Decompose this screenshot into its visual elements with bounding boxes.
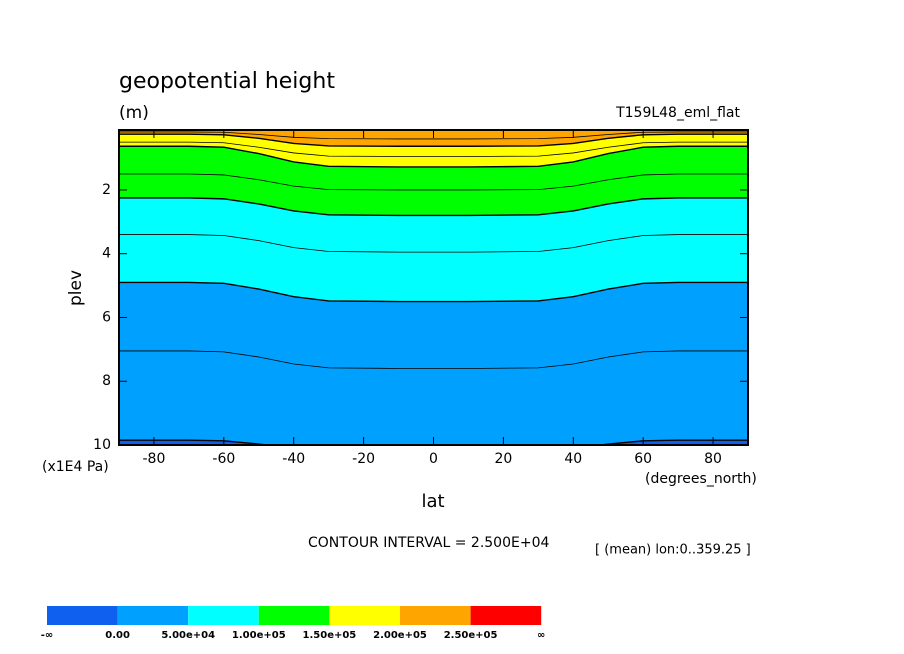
dataset: T159L48_eml_flat <box>615 105 740 121</box>
units: (m) <box>119 103 149 123</box>
colorbar-box <box>188 606 259 625</box>
contour-interval: CONTOUR INTERVAL = 2.500E+04 <box>308 535 549 551</box>
colorbar-label: 5.00e+04 <box>161 630 215 641</box>
contour-line <box>119 131 748 140</box>
y-units: (x1E4 Pa) <box>42 459 109 475</box>
contour-line <box>119 439 748 445</box>
contour-line <box>119 234 748 253</box>
x-tick-label: 20 <box>494 451 512 467</box>
colorbar-box <box>117 606 189 625</box>
colorbar-label: 2.50e+05 <box>444 630 498 641</box>
y-tick-label: 4 <box>102 246 111 262</box>
y-tick-label: 2 <box>102 182 111 198</box>
colorbar-label: 0.00 <box>105 630 130 641</box>
x-tick-label: 40 <box>564 451 582 467</box>
chart-title: geopotential height <box>119 69 335 94</box>
y-tick-label: 10 <box>93 437 111 453</box>
contour-line <box>119 350 748 369</box>
colorbar-label: ∞ <box>537 630 545 641</box>
x-tick-label: 80 <box>704 451 722 467</box>
colorbar-box <box>470 606 542 625</box>
contour-line <box>119 197 748 217</box>
colorbar-box <box>258 606 330 625</box>
colorbar-label: -∞ <box>41 630 53 641</box>
y-axis-label: plev <box>66 270 86 306</box>
x-tick-label: -20 <box>352 451 375 467</box>
x-units: (degrees_north) <box>645 471 757 487</box>
colorbar-box <box>329 606 400 625</box>
x-axis-label: lat <box>421 491 444 512</box>
colorbar-label: 1.00e+05 <box>232 630 286 641</box>
y-tick-label: 8 <box>102 373 111 389</box>
x-tick-label: -40 <box>282 451 305 467</box>
contour-line <box>119 141 748 157</box>
contour-line <box>119 173 748 191</box>
y-tick-label: 6 <box>102 309 111 325</box>
contour-line <box>119 133 748 147</box>
x-tick-label: -60 <box>212 451 235 467</box>
plot-area <box>119 130 748 445</box>
colorbar-box <box>400 606 471 625</box>
x-tick-label: 0 <box>429 451 438 467</box>
x-tick-label: -80 <box>143 451 166 467</box>
colorbar-box <box>47 606 118 625</box>
contour-line <box>119 145 748 168</box>
note: [ (mean) lon:0..359.25 ] <box>595 543 751 558</box>
x-tick-label: 60 <box>634 451 652 467</box>
contour-line <box>119 281 748 303</box>
colorbar-label: 2.00e+05 <box>373 630 427 641</box>
colorbar-label: 1.50e+05 <box>303 630 357 641</box>
